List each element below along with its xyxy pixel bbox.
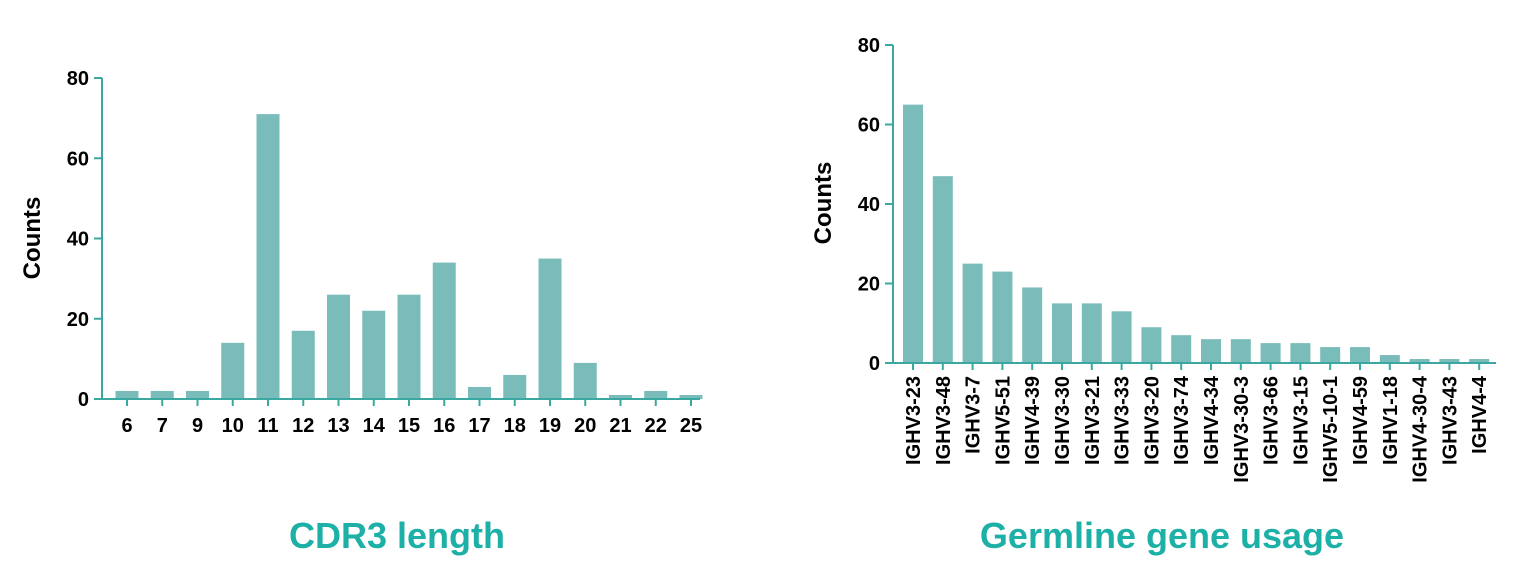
cdr3-bar-25 [679,394,703,399]
germline-bar-IGHV5-10-1 [1320,347,1341,363]
germline-bar-IGHV3-48 [932,176,953,363]
cdr3-x-tick-label-25: 25 [680,415,702,437]
cdr3-x-tick-label-21: 21 [609,415,631,437]
chart-title-germline: Germline gene usage [979,515,1345,556]
germline-bar-IGHV3-21 [1081,303,1102,363]
cdr3-bar-18 [503,374,527,399]
cdr3-x-tick-label-14: 14 [363,415,386,437]
germline-y-tick-label-20: 20 [858,274,880,296]
germline-bar-IGHV4-39 [1022,287,1043,363]
germline-x-tick-label-IGHV3-23: IGHV3-23 [903,376,925,465]
germline-x-tick-label-IGHV1-18: IGHV1-18 [1380,376,1402,465]
cdr3-bar-22 [644,390,668,399]
cdr3-bar-16 [432,262,456,399]
cdr3-bar-19 [538,258,562,399]
germline-x-tick-label-IGHV3-7: IGHV3-7 [963,376,985,454]
cdr3-bar-13 [327,294,350,399]
cdr3-x-tick-label-13: 13 [327,415,349,437]
cdr3-y-tick-label-60: 60 [67,148,89,170]
germline-x-tick-label-IGHV3-21: IGHV3-21 [1082,376,1104,465]
cdr3-bar-9 [186,390,209,399]
cdr3-y-axis-label: Counts [19,197,46,280]
cdr3-x-tick-label-20: 20 [574,415,596,437]
cdr3-bar-11 [256,114,280,400]
germline-x-tick-label-IGHV5-10-1: IGHV5-10-1 [1320,376,1342,483]
germline-x-tick-label-IGHV3-48: IGHV3-48 [933,376,955,465]
cdr3-x-tick-label-12: 12 [292,415,314,437]
germline-x-tick-label-IGHV4-59: IGHV4-59 [1350,376,1372,465]
germline-bar-IGHV3-20 [1141,327,1162,363]
germline-bar-IGHV4-30-4 [1409,359,1430,363]
germline-bar-IGHV4-4 [1469,359,1490,363]
cdr3-y-tick-label-20: 20 [67,309,89,331]
germline-x-tick-label-IGHV3-33: IGHV3-33 [1112,376,1134,465]
germline-y-tick-label-0: 0 [869,353,880,375]
germline-bar-IGHV3-43 [1439,359,1460,363]
germline-x-tick-label-IGHV3-30-3: IGHV3-30-3 [1231,376,1253,483]
germline-y-axis-label: Counts [810,162,837,245]
germline-bar-IGHV3-33 [1111,311,1132,363]
germline-bar-IGHV3-74 [1171,335,1192,363]
cdr3-y-tick-label-80: 80 [67,68,89,90]
germline-x-tick-label-IGHV4-4: IGHV4-4 [1469,375,1491,454]
germline-bar-IGHV1-18 [1379,355,1400,363]
cdr3-y-tick-label-0: 0 [78,389,89,411]
germline-bar-IGHV4-59 [1350,347,1370,363]
cdr3-bar-7 [150,390,174,399]
germline-bar-IGHV3-7 [962,263,983,363]
germline-x-tick-label-IGHV3-43: IGHV3-43 [1439,376,1461,465]
cdr3-bar-10 [221,342,245,399]
germline-x-tick-label-IGHV4-30-4: IGHV4-30-4 [1410,375,1432,483]
cdr3-x-tick-label-7: 7 [157,415,168,437]
cdr3-y-tick-label-40: 40 [67,229,89,251]
germline-bar-IGHV3-30-3 [1230,339,1251,363]
germline-x-tick-label-IGHV3-74: IGHV3-74 [1171,375,1193,465]
cdr3-x-tick-label-6: 6 [121,415,132,437]
cdr3-bar-20 [573,362,597,399]
germline-x-tick-label-IGHV3-66: IGHV3-66 [1261,376,1283,465]
cdr3-x-tick-label-9: 9 [192,415,203,437]
cdr3-x-tick-label-18: 18 [504,415,526,437]
germline-bar-IGHV5-51 [992,271,1013,363]
germline-x-tick-label-IGHV3-30: IGHV3-30 [1052,376,1074,465]
cdr3-bar-14 [362,310,386,399]
germline-bar-IGHV4-34 [1201,339,1221,363]
germline-bar-IGHV3-66 [1260,343,1281,363]
cdr3-x-tick-label-15: 15 [398,415,420,437]
cdr3-bar-17 [468,386,491,399]
chart-title-cdr3: CDR3 length [289,515,505,556]
germline-x-tick-label-IGHV3-20: IGHV3-20 [1141,376,1163,465]
cdr3-x-tick-label-22: 22 [645,415,667,437]
cdr3-x-tick-label-19: 19 [539,415,561,437]
cdr3-x-tick-label-16: 16 [433,415,455,437]
germline-y-tick-label-40: 40 [858,194,880,216]
cdr3-x-tick-label-17: 17 [468,415,490,437]
germline-y-tick-label-80: 80 [858,35,880,57]
cdr3-bar-6 [115,390,139,399]
cdr3-x-tick-label-11: 11 [257,415,278,437]
germline-x-tick-label-IGHV4-39: IGHV4-39 [1022,376,1044,465]
germline-x-tick-label-IGHV4-34: IGHV4-34 [1201,375,1223,465]
germline-y-tick-label-60: 60 [858,115,880,137]
germline-bar-IGHV3-30 [1052,303,1072,363]
germline-bar-IGHV3-15 [1290,343,1311,363]
germline-x-tick-label-IGHV3-15: IGHV3-15 [1290,376,1312,465]
cdr3-bar-21 [609,394,632,399]
cdr3-bar-12 [291,330,315,399]
cdr3-bar-15 [397,294,421,399]
germline-x-tick-label-IGHV5-51: IGHV5-51 [992,376,1014,465]
cdr3-x-tick-label-10: 10 [222,415,244,437]
germline-bar-IGHV3-23 [903,104,923,363]
